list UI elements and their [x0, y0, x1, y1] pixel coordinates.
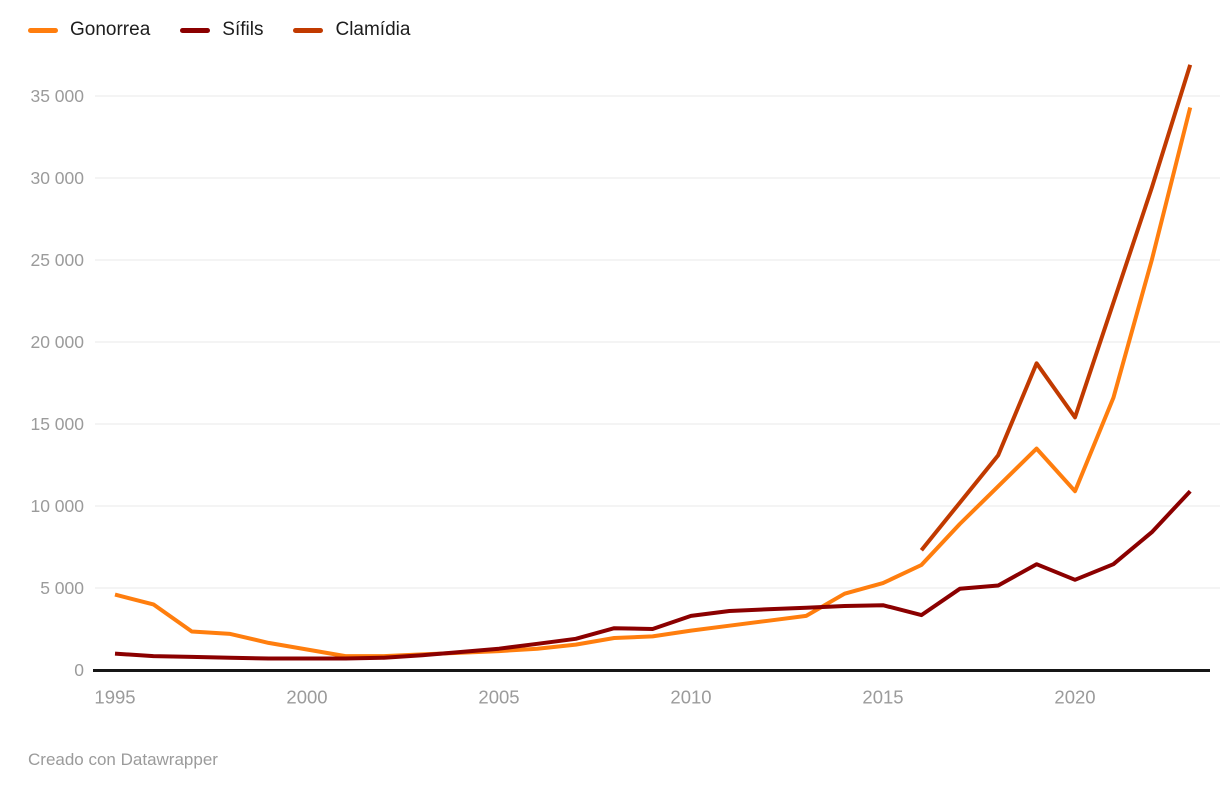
series-line-clamidia[interactable]	[919, 64, 1193, 552]
y-axis-tick-label: 20 000	[30, 332, 84, 352]
y-axis-tick-label: 15 000	[30, 414, 84, 434]
y-axis-tick-label: 0	[74, 660, 84, 680]
legend-item-clamidia: Clamídia	[293, 17, 410, 43]
y-axis-tick-label: 30 000	[30, 168, 84, 188]
x-axis-tick-label: 2000	[286, 687, 327, 708]
y-axis-tick-label: 25 000	[30, 250, 84, 270]
legend-line-swatch-gonorrea	[28, 27, 58, 33]
x-axis-tick-label: 2005	[478, 687, 519, 708]
legend-line-swatch-sifils	[180, 27, 211, 33]
x-axis-tick-label: 1995	[94, 687, 135, 708]
line-chart: 0 5 000 10 000 15 000 20 000 25 000 30 000 35 0…	[30, 64, 1220, 708]
x-axis-tick-label: 2010	[670, 687, 711, 708]
legend-item-gonorrea: Gonorrea	[28, 17, 150, 43]
attribution-text: Creado con Datawrapper	[28, 750, 218, 769]
legend-line-swatch-clamidia	[293, 27, 324, 33]
y-axis-tick-label: 10 000	[30, 496, 84, 516]
x-axis-tick-label: 2020	[1054, 687, 1095, 708]
chart-legend: Gonorrea Sífils Clamídia	[28, 17, 410, 43]
series-line-gonorrea[interactable]	[114, 107, 1193, 659]
legend-label-gonorrea: Gonorrea	[70, 19, 151, 40]
legend-label-sifils: Sífils	[222, 19, 264, 40]
x-axis-tick-label: 2015	[862, 687, 903, 708]
series-line-sifils[interactable]	[114, 489, 1192, 661]
y-axis-tick-label: 35 000	[30, 86, 84, 106]
legend-label-clamidia: Clamídia	[335, 19, 411, 40]
legend-item-sifils: Sífils	[180, 17, 263, 43]
y-axis-tick-label: 5 000	[40, 578, 84, 598]
